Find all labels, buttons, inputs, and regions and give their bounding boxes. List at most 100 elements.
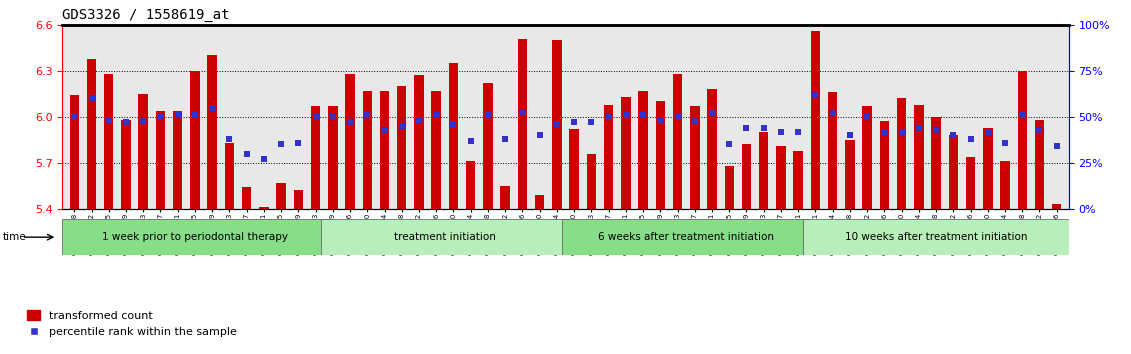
Point: [375, 127, 394, 132]
Point: [582, 120, 601, 125]
Bar: [621, 97, 631, 209]
Bar: [432, 91, 441, 209]
Bar: [638, 91, 648, 209]
Bar: [535, 195, 544, 209]
Bar: [259, 207, 268, 209]
Point: [290, 140, 308, 145]
Bar: [569, 129, 579, 209]
Bar: [1018, 71, 1027, 209]
Bar: [328, 106, 337, 209]
Bar: [897, 98, 906, 209]
Point: [789, 129, 808, 135]
Bar: [242, 187, 251, 209]
Point: [513, 110, 532, 116]
Bar: [397, 86, 406, 209]
Bar: [449, 63, 458, 209]
Legend: transformed count, percentile rank within the sample: transformed count, percentile rank withi…: [23, 306, 242, 341]
Bar: [321, 219, 569, 255]
Bar: [673, 74, 682, 209]
Bar: [380, 91, 389, 209]
Bar: [914, 104, 924, 209]
Bar: [225, 143, 234, 209]
Bar: [776, 146, 786, 209]
Bar: [483, 83, 493, 209]
Point: [254, 156, 273, 162]
Bar: [1035, 120, 1044, 209]
Bar: [949, 135, 958, 209]
Point: [875, 129, 893, 135]
Bar: [690, 106, 699, 209]
Point: [1047, 143, 1065, 149]
Point: [1030, 127, 1048, 132]
Bar: [156, 111, 165, 209]
Bar: [363, 91, 372, 209]
Text: time: time: [3, 232, 27, 242]
Point: [566, 120, 584, 125]
Point: [996, 140, 1015, 145]
Point: [152, 114, 170, 120]
Point: [616, 112, 634, 118]
Point: [135, 118, 153, 123]
Point: [238, 151, 256, 156]
Bar: [811, 31, 820, 209]
Bar: [759, 132, 768, 209]
Bar: [725, 166, 734, 209]
Bar: [707, 89, 717, 209]
Point: [66, 114, 84, 120]
Bar: [587, 154, 596, 209]
Bar: [604, 104, 613, 209]
Point: [100, 118, 118, 123]
Text: 6 weeks after treatment initiation: 6 weeks after treatment initiation: [598, 232, 774, 242]
Bar: [62, 219, 328, 255]
Point: [221, 136, 239, 142]
Point: [737, 125, 756, 131]
Point: [892, 129, 910, 135]
Point: [806, 92, 824, 98]
Bar: [828, 92, 837, 209]
Point: [754, 125, 772, 131]
Bar: [121, 120, 131, 209]
Bar: [1000, 161, 1010, 209]
Point: [307, 114, 325, 120]
Point: [823, 110, 841, 116]
Bar: [803, 219, 1069, 255]
Point: [858, 114, 877, 120]
Point: [685, 118, 703, 123]
Point: [409, 118, 428, 123]
Bar: [414, 75, 424, 209]
Bar: [69, 95, 79, 209]
Bar: [500, 186, 510, 209]
Point: [169, 112, 187, 118]
Point: [944, 132, 962, 138]
Point: [530, 132, 549, 138]
Bar: [190, 71, 200, 209]
Bar: [294, 190, 303, 209]
Point: [840, 132, 858, 138]
Point: [359, 112, 377, 118]
Point: [428, 112, 446, 118]
Point: [461, 138, 480, 144]
Bar: [276, 183, 286, 209]
Point: [703, 110, 722, 116]
Text: 1 week prior to periodontal therapy: 1 week prior to periodontal therapy: [102, 232, 288, 242]
Point: [478, 112, 497, 118]
Bar: [87, 58, 96, 209]
Bar: [742, 144, 751, 209]
Point: [668, 114, 687, 120]
Bar: [562, 219, 810, 255]
Bar: [1052, 204, 1062, 209]
Bar: [656, 102, 665, 209]
Point: [444, 121, 463, 127]
Point: [204, 105, 222, 110]
Bar: [931, 117, 941, 209]
Bar: [794, 150, 803, 209]
Point: [927, 127, 946, 132]
Point: [273, 142, 291, 147]
Point: [547, 121, 566, 127]
Bar: [880, 121, 889, 209]
Text: 10 weeks after treatment initiation: 10 weeks after treatment initiation: [845, 232, 1027, 242]
Point: [497, 136, 515, 142]
Bar: [207, 56, 217, 209]
Point: [116, 120, 135, 125]
Point: [978, 129, 996, 135]
